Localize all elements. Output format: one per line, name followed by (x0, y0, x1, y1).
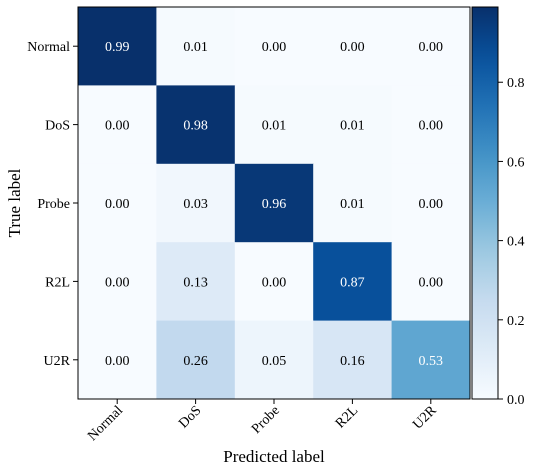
heatmap-cell (391, 163, 471, 243)
cell-value-label: 0.00 (105, 275, 130, 290)
colorbar-tick-label: 0.0 (507, 393, 525, 408)
heatmap-cell (313, 163, 393, 243)
cell-value-label: 0.96 (262, 197, 287, 212)
y-tick-label: U2R (44, 354, 71, 369)
heatmap-cell (391, 242, 471, 322)
x-tick-label: U2R (410, 403, 440, 433)
colorbar-tick-label: 0.2 (507, 314, 525, 329)
heatmap-cell (78, 320, 157, 400)
cell-value-label: 0.16 (340, 354, 365, 369)
x-axis-ticks: Normal DoS Probe R2L U2R (85, 399, 440, 444)
x-axis-title: Predicted label (223, 447, 325, 466)
heatmap-cell (78, 163, 157, 243)
colorbar-tick-label: 0.4 (507, 235, 525, 250)
cell-value-label: 0.00 (419, 119, 444, 134)
cell-value-label: 0.00 (105, 197, 130, 212)
cell-value-label: 0.00 (262, 275, 287, 290)
cell-value-label: 0.00 (419, 40, 444, 55)
heatmap-cell (156, 7, 236, 86)
heatmap-cell (78, 7, 157, 86)
heatmap-cell (234, 242, 314, 322)
heatmap-cell (234, 7, 314, 86)
cell-value-label: 0.01 (340, 119, 365, 134)
heatmap-cell (156, 242, 236, 322)
cell-value-label: 0.99 (105, 40, 130, 55)
cell-value-label: 0.03 (183, 197, 208, 212)
heatmap-cell (234, 320, 314, 400)
colorbar-tick-label: 0.6 (507, 155, 525, 170)
heatmap-cell (313, 320, 393, 400)
heatmap-cells (78, 7, 471, 400)
heatmap-cell (313, 242, 393, 322)
heatmap-cell (78, 85, 157, 165)
y-tick-label: DoS (45, 119, 70, 134)
cell-value-label: 0.01 (340, 197, 365, 212)
heatmap-cell (391, 320, 471, 400)
y-axis-title: True label (5, 168, 24, 237)
heatmap-cell (234, 85, 314, 165)
heatmap-cell (391, 7, 471, 86)
colorbar-ticks: 0.0 0.2 0.4 0.6 0.8 (498, 76, 525, 408)
heatmap-cell (391, 85, 471, 165)
cell-value-label: 0.26 (183, 354, 208, 369)
heatmap-cell (313, 85, 393, 165)
x-tick-label: DoS (176, 403, 204, 431)
x-tick-label: Probe (249, 403, 283, 437)
y-tick-label: R2L (45, 275, 70, 290)
heatmap-cell (156, 85, 236, 165)
x-tick-label: Normal (85, 403, 126, 444)
cell-value-label: 0.00 (419, 275, 444, 290)
heatmap-cell (156, 320, 236, 400)
cell-value-label: 0.00 (340, 40, 365, 55)
heatmap-cell (156, 163, 236, 243)
colorbar-tick-label: 0.8 (507, 76, 525, 91)
cell-value-label: 0.01 (183, 40, 208, 55)
cell-value-label: 0.00 (419, 197, 444, 212)
heatmap-cell (234, 163, 314, 243)
cell-value-label: 0.00 (105, 119, 130, 134)
y-tick-label: Probe (37, 197, 70, 212)
x-tick-label: R2L (333, 403, 361, 431)
cell-value-label: 0.00 (105, 354, 130, 369)
cell-value-label: 0.87 (340, 275, 365, 290)
cell-value-label: 0.53 (419, 354, 444, 369)
cell-value-label: 0.05 (262, 354, 287, 369)
heatmap-cell-labels: 0.99 0.01 0.00 0.00 0.00 0.00 0.98 0.01 0.01 0.00… (105, 40, 443, 369)
colorbar (471, 6, 499, 400)
cell-value-label: 0.01 (262, 119, 287, 134)
heatmap-cell (78, 242, 157, 322)
cell-value-label: 0.00 (262, 40, 287, 55)
heatmap-cell (313, 7, 393, 86)
y-tick-label: Normal (27, 40, 70, 55)
cell-value-label: 0.98 (183, 119, 208, 134)
cell-value-label: 0.13 (183, 275, 208, 290)
y-axis-ticks: Normal DoS Probe R2L U2R (27, 40, 78, 369)
